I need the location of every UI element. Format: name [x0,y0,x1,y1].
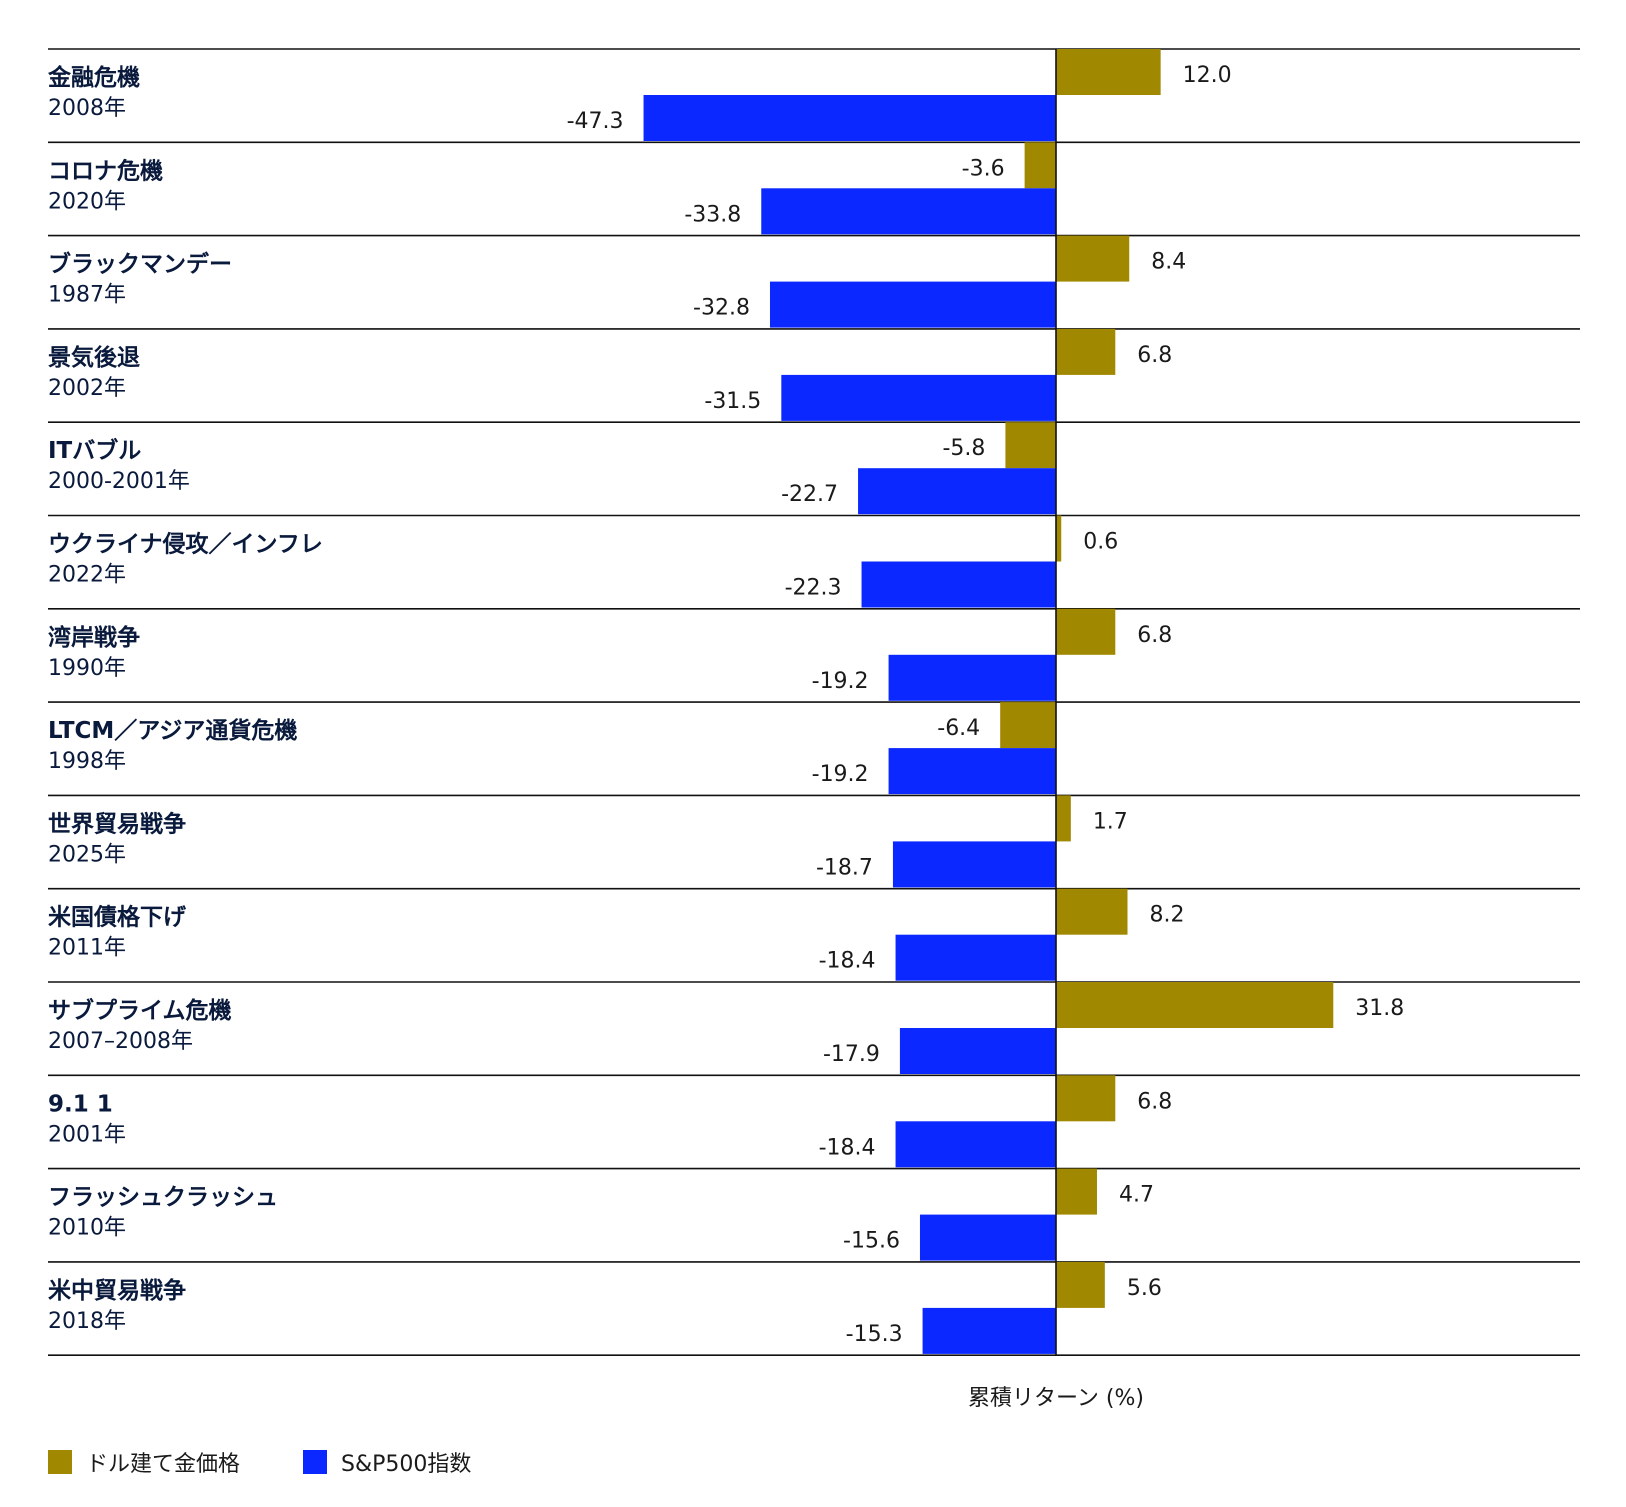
data-label-gold: 1.7 [1093,809,1128,834]
category-year: 2000-2001年 [48,469,190,494]
bar-sp500 [858,468,1056,515]
bars-layer [643,49,1334,1354]
data-label-sp500: -18.4 [819,949,876,974]
bar-gold [1056,888,1128,935]
x-axis-title: 累積リターン (%) [968,1386,1144,1411]
labels-layer: 金融危機 2008年 12.0 -47.3 コロナ危機 2020年 -3.6 -33.8 ブラッ… [47,63,1404,1347]
category-year: 2011年 [48,936,126,961]
data-label-sp500: -19.2 [812,762,869,787]
bar-gold [1024,142,1056,189]
category-name: LTCM／アジア通貨危機 [48,717,297,744]
category-name: 9.1 1 [48,1091,113,1117]
data-label-gold: 6.8 [1137,343,1172,368]
bar-sp500 [761,188,1056,235]
bar-sp500 [922,1307,1056,1354]
legend-swatch-sp500 [303,1450,327,1474]
data-label-gold: -5.8 [942,436,985,461]
data-label-sp500: -47.3 [567,109,624,134]
category-year: 2008年 [48,96,126,121]
category-year: 2002年 [48,376,126,401]
category-year: 2007–2008年 [48,1029,193,1054]
category-year: 1990年 [48,656,126,681]
data-label-gold: 12.0 [1183,63,1232,88]
data-label-sp500: -31.5 [704,389,761,414]
bar-sp500 [895,1121,1056,1168]
data-label-sp500: -15.3 [846,1322,903,1347]
bar-gold [1056,795,1071,842]
bar-sp500 [769,281,1056,328]
bar-sp500 [861,561,1056,608]
data-label-gold: 31.8 [1355,996,1404,1021]
data-label-sp500: -19.2 [812,669,869,694]
data-label-gold: 6.8 [1137,623,1172,648]
category-year: 1998年 [48,749,126,774]
legend-label-sp500: S&P500指数 [341,1452,471,1477]
category-name: ブラックマンデー [48,251,232,278]
legend: ドル建て金価格 S&P500指数 [48,1450,471,1477]
category-name: サブプライム危機 [48,997,232,1024]
data-label-sp500: -17.9 [823,1042,880,1067]
data-label-sp500: -15.6 [843,1229,900,1254]
bar-sp500 [892,841,1056,888]
category-name: 景気後退 [48,344,140,371]
bar-gold [1056,1168,1097,1215]
data-label-sp500: -32.8 [693,296,750,321]
data-label-sp500: -18.7 [816,855,873,880]
data-label-gold: 0.6 [1083,530,1118,555]
rows-layer [48,48,1580,1356]
bar-gold [1056,608,1116,655]
bar-gold [1056,49,1161,95]
category-name: 金融危機 [47,64,140,91]
data-label-sp500: -22.3 [785,576,842,601]
legend-label-gold: ドル建て金価格 [86,1452,240,1477]
data-label-gold: -6.4 [937,716,980,741]
data-label-gold: -3.6 [962,156,1005,181]
data-label-gold: 4.7 [1119,1183,1154,1208]
bar-sp500 [919,1214,1056,1261]
category-year: 2020年 [48,189,126,214]
bar-gold [1005,422,1056,469]
category-name: 米中貿易戦争 [48,1277,186,1304]
bar-sp500 [888,654,1056,701]
bar-gold [1000,702,1056,749]
bar-gold [1056,328,1116,375]
category-year: 2022年 [48,563,126,588]
data-label-sp500: -18.4 [819,1135,876,1160]
bar-sp500 [899,1028,1056,1074]
data-label-gold: 6.8 [1137,1089,1172,1114]
data-label-gold: 8.2 [1150,903,1185,928]
bar-sp500 [643,95,1056,141]
category-year: 2001年 [48,1122,126,1147]
category-name: ウクライナ侵攻／インフレ [48,531,323,558]
category-name: コロナ危機 [48,157,163,184]
bar-gold [1056,235,1130,282]
bar-sp500 [781,374,1056,421]
category-year: 2010年 [48,1216,126,1241]
bar-sp500 [888,748,1056,795]
category-name: フラッシュクラッシュ [48,1185,278,1211]
data-label-sp500: -22.7 [781,482,838,507]
bar-gold [1056,515,1062,562]
data-label-gold: 8.4 [1151,250,1186,275]
category-name: ITバブル [48,437,141,464]
data-label-gold: 5.6 [1127,1276,1162,1301]
category-name: 米国債格下げ [48,904,187,931]
legend-swatch-gold [48,1450,72,1474]
bar-sp500 [895,934,1056,981]
bar-gold [1056,982,1334,1028]
category-year: 2018年 [48,1309,126,1334]
category-year: 2025年 [48,842,126,867]
data-label-sp500: -33.8 [684,202,741,227]
category-year: 1987年 [48,283,126,308]
category-name: 世界貿易戦争 [48,810,186,837]
bar-gold [1056,1075,1116,1122]
category-name: 湾岸戦争 [48,624,140,651]
bar-gold [1056,1261,1105,1308]
